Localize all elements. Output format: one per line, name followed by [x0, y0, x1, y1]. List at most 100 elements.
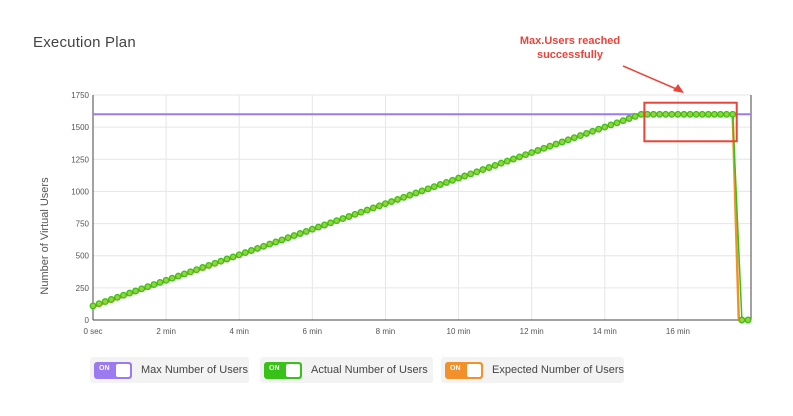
x-tick-label: 8 min: [376, 327, 396, 336]
actual-users-point: [126, 289, 134, 297]
legend-item-max-users[interactable]: ON Max Number of Users: [90, 357, 249, 383]
actual-users-point: [698, 110, 706, 118]
actual-users-point: [339, 215, 347, 223]
actual-users-point: [668, 110, 676, 118]
legend-label-max-users: Max Number of Users: [141, 364, 248, 376]
y-tick-label: 750: [76, 220, 90, 229]
actual-users-point: [631, 112, 639, 120]
actual-users-point: [625, 115, 633, 122]
actual-users-point: [302, 227, 310, 235]
actual-users-point: [686, 110, 694, 118]
x-tick-label: 14 min: [593, 327, 617, 336]
actual-users-point: [388, 198, 395, 206]
toggle-expected-users[interactable]: ON: [445, 361, 483, 379]
actual-users-point: [723, 110, 731, 118]
annotation-line1: Max.Users reached: [519, 35, 621, 47]
actual-users-point: [637, 110, 645, 118]
actual-users-point: [442, 178, 450, 186]
actual-users-point: [552, 140, 560, 148]
actual-users-point: [424, 185, 432, 193]
legend-item-expected-users[interactable]: ON Expected Number of Users: [441, 357, 624, 383]
y-tick-label: 250: [76, 284, 90, 293]
x-tick-label: 10 min: [447, 327, 471, 336]
actual-users-point: [101, 298, 109, 306]
actual-users-point: [509, 155, 517, 163]
grid: [92, 94, 751, 321]
actual-users-point: [308, 225, 316, 233]
actual-users-point: [363, 206, 371, 214]
x-tick-label: 4 min: [229, 327, 249, 336]
y-tick-label: 500: [76, 252, 90, 261]
actual-users-point: [583, 129, 590, 137]
actual-users-point: [296, 230, 304, 237]
toggle-on-label: ON: [269, 364, 280, 372]
actual-users-point: [717, 110, 724, 118]
actual-users-point: [266, 240, 274, 248]
annotation-graphics: [622, 65, 738, 143]
actual-users-point: [260, 242, 268, 250]
actual-users-point: [613, 119, 621, 127]
actual-users-point: [546, 142, 554, 150]
actual-users-point: [418, 187, 426, 195]
actual-users-point: [156, 278, 164, 286]
actual-users-point: [412, 189, 420, 197]
actual-users-point: [680, 110, 688, 118]
actual-users-point: [290, 232, 298, 240]
actual-users-point: [461, 172, 469, 180]
x-tick-label: 6 min: [303, 327, 323, 336]
actual-users-point: [522, 151, 530, 159]
actual-users-point: [235, 251, 243, 259]
annotation-arrow-line: [622, 65, 682, 92]
actual-users-point: [211, 259, 219, 267]
actual-users-point: [503, 157, 511, 165]
actual-users-point: [229, 253, 237, 261]
markers: [89, 110, 752, 324]
toggle-max-users[interactable]: ON: [94, 361, 132, 379]
actual-users-point: [436, 181, 444, 188]
actual-users-point: [168, 274, 176, 282]
actual-users-point: [619, 117, 627, 125]
actual-users-point: [467, 170, 475, 178]
actual-users-point: [650, 110, 657, 118]
actual-users-point: [595, 125, 603, 133]
actual-users-point: [601, 123, 609, 131]
actual-users-point: [321, 221, 328, 229]
actual-users-point: [375, 202, 383, 210]
actual-users-point: [394, 195, 402, 203]
actual-users-point: [120, 291, 127, 299]
toggle-on-label: ON: [450, 364, 461, 372]
actual-users-point: [449, 176, 456, 184]
actual-users-point: [528, 149, 536, 157]
y-tick-label: 1000: [71, 187, 89, 196]
legend-item-actual-users[interactable]: ON Actual Number of Users: [260, 357, 433, 383]
actual-users-point: [473, 168, 481, 176]
actual-users-point: [113, 293, 121, 301]
actual-users-point: [400, 193, 408, 201]
toggle-knob: [286, 363, 300, 377]
actual-users-point: [278, 236, 286, 244]
toggle-knob: [116, 363, 130, 377]
legend-label-expected-users: Expected Number of Users: [492, 364, 625, 376]
annotation-highlight-box: [643, 101, 738, 143]
actual-users-point: [327, 219, 335, 227]
actual-users-point: [516, 153, 523, 161]
actual-users-point: [333, 217, 341, 225]
actual-users-point: [576, 132, 584, 140]
toggle-actual-users[interactable]: ON: [264, 361, 302, 379]
x-tick-label: 0 sec: [83, 327, 102, 336]
actual-users-point: [180, 270, 188, 278]
actual-users-point: [558, 138, 566, 146]
actual-users-point: [357, 208, 365, 216]
toggle-knob: [467, 363, 481, 377]
actual-users-point: [570, 134, 578, 142]
actual-users-point: [381, 200, 389, 208]
actual-users-point: [247, 247, 255, 254]
actual-users-point: [674, 110, 682, 118]
annotation-arrow-head: [673, 84, 684, 93]
actual-users-point: [406, 191, 414, 199]
actual-users-point: [662, 110, 670, 118]
actual-users-point: [241, 249, 249, 257]
x-tick-label: 2 min: [156, 327, 176, 336]
y-tick-label: 1500: [71, 123, 89, 132]
page-title: Execution Plan: [33, 34, 136, 51]
